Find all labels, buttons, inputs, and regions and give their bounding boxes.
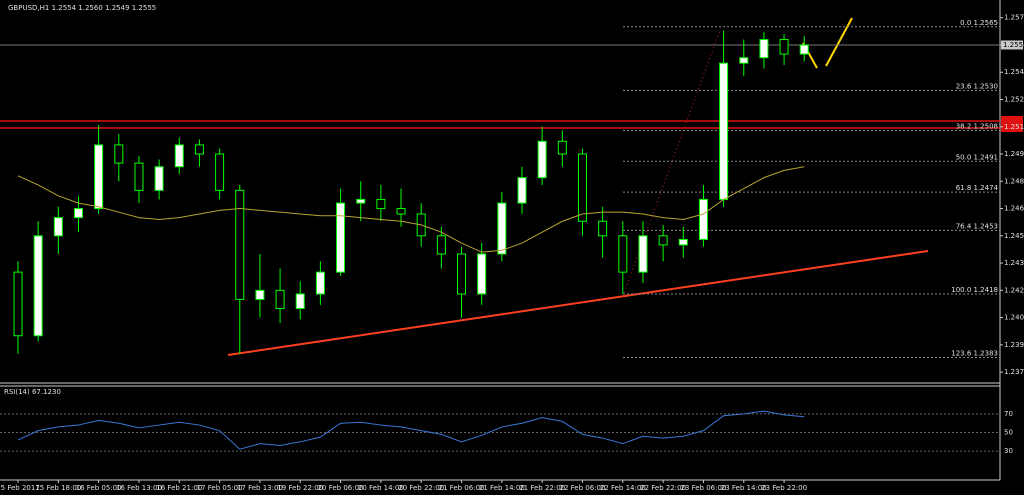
candle-body [315, 271, 325, 295]
x-tick-label: 20 Feb 06:00 [318, 484, 364, 492]
candle-body [517, 177, 527, 204]
x-tick-label: 22 Feb 06:00 [560, 484, 606, 492]
trend-line [227, 250, 929, 356]
y-tick-label: 1.2540 [1004, 68, 1024, 76]
candle-body [739, 57, 749, 64]
indicator-tick-label: 70 [1004, 410, 1013, 418]
x-tick-label: 15 Feb 18:00 [35, 484, 81, 492]
fib-label: 38.2 1.2508 [956, 122, 998, 130]
x-tick-label: 23 Feb 14:00 [721, 484, 767, 492]
candle-body [457, 253, 467, 295]
x-tick-label: 15 Feb 2017 [0, 484, 40, 492]
x-tick-label: 17 Feb 13:00 [237, 484, 283, 492]
candle-body [94, 144, 104, 210]
candle-body [33, 235, 43, 337]
x-tick-label: 16 Feb 13:00 [116, 484, 162, 492]
candle-body [275, 289, 285, 309]
fib-label: 100.0 1.2418 [951, 286, 998, 294]
fib-label: 123.6 1.2383 [951, 350, 998, 358]
candle-body [658, 235, 668, 246]
x-tick-label: 16 Feb 05:00 [76, 484, 122, 492]
candle-body [255, 289, 265, 300]
fib-label: 0.0 1.2565 [960, 19, 998, 27]
x-tick-label: 21 Feb 14:00 [479, 484, 525, 492]
candle-body [376, 198, 386, 210]
candle-body [13, 271, 23, 337]
candle-body [336, 202, 346, 273]
candle-body [154, 166, 164, 191]
x-tick-label: 21 Feb 06:00 [439, 484, 485, 492]
y-tick-label: 1.2480 [1004, 177, 1024, 185]
price-marker [1001, 124, 1023, 132]
candle-body [759, 39, 769, 59]
candle-body [719, 62, 729, 200]
candle-body [235, 189, 245, 300]
candle-body [698, 198, 708, 240]
x-tick-label: 20 Feb 22:00 [398, 484, 444, 492]
indicator-tick-label: 50 [1004, 429, 1013, 437]
candle-body [537, 140, 547, 179]
moving-average [17, 166, 805, 253]
candle-body [477, 253, 487, 295]
x-tick-label: 22 Feb 14:00 [600, 484, 646, 492]
y-tick-label: 1.2405 [1004, 314, 1024, 322]
candle-body [638, 235, 648, 273]
candle-body [618, 235, 628, 273]
y-tick-label: 1.2510 [1004, 123, 1024, 131]
candle-body [678, 238, 688, 246]
y-tick-label: 1.2525 [1004, 96, 1024, 104]
fib-label: 76.4 1.2453 [956, 222, 998, 230]
candle-body [194, 144, 204, 155]
x-tick-label: 23 Feb 06:00 [680, 484, 726, 492]
drawn-arrow [825, 17, 853, 67]
x-tick-label: 19 Feb 22:00 [277, 484, 323, 492]
candle-body [557, 140, 567, 155]
x-tick-label: 21 Feb 22:00 [519, 484, 565, 492]
candle-body [396, 208, 406, 215]
fib-label: 50.0 1.2491 [956, 153, 998, 161]
candle-body [779, 39, 789, 55]
candle-body [174, 144, 184, 168]
y-tick-label: 1.2435 [1004, 259, 1024, 267]
y-tick-label: 1.2375 [1004, 368, 1024, 376]
candle-body [799, 44, 809, 55]
candle-body [134, 162, 144, 191]
rsi-line [17, 410, 805, 450]
candle-body [295, 293, 305, 309]
indicator-tick-label: 30 [1004, 447, 1013, 455]
y-tick-label: 1.2495 [1004, 150, 1024, 158]
y-tick-label: 1.2465 [1004, 205, 1024, 213]
x-tick-label: 23 Feb 22:00 [761, 484, 807, 492]
x-tick-label: 17 Feb 05:00 [197, 484, 243, 492]
x-tick-label: 16 Feb 21:00 [156, 484, 202, 492]
indicator-title: RSI(14) 67.1230 [4, 388, 61, 396]
x-tick-label: 22 Feb 22:00 [640, 484, 686, 492]
fib-label: 61.8 1.2474 [956, 184, 999, 192]
candle-body [53, 217, 63, 237]
last-price-box [1001, 40, 1023, 50]
candle-body [215, 153, 225, 191]
last-price-label: 1.2555 [1003, 41, 1024, 49]
candle-body [577, 153, 587, 222]
chart-title: GBPUSD,H1 1.2554 1.2560 1.2549 1.2555 [8, 4, 156, 12]
candle-body [436, 235, 446, 255]
price-marker [1001, 116, 1023, 124]
candle-body [73, 208, 83, 219]
y-tick-label: 1.2420 [1004, 286, 1024, 294]
y-tick-label: 1.2390 [1004, 341, 1024, 349]
candle-body [114, 144, 124, 164]
candle-body [497, 202, 507, 255]
candle-body [598, 220, 608, 237]
fib-label: 23.6 1.2530 [956, 82, 998, 90]
y-tick-label: 1.2450 [1004, 232, 1024, 240]
x-tick-label: 20 Feb 14:00 [358, 484, 404, 492]
candle-body [356, 198, 366, 204]
